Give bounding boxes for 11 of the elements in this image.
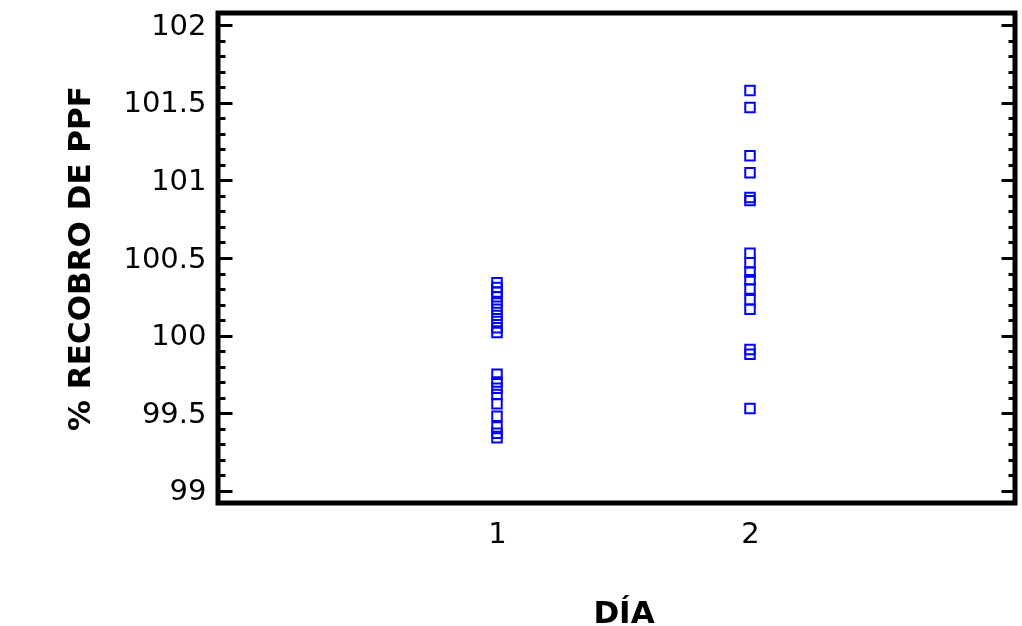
x-tick-label: 2 — [741, 515, 760, 550]
x-tick-label: 1 — [488, 515, 507, 550]
y-tick-label: 101 — [151, 162, 207, 197]
y-tick-label: 99 — [169, 473, 207, 508]
y-tick-label: 100.5 — [123, 240, 207, 275]
y-tick-label: 99.5 — [141, 395, 207, 430]
y-tick-label: 100 — [151, 318, 207, 353]
y-tick-label: 102 — [151, 7, 207, 42]
y-tick-label: 101.5 — [123, 85, 207, 120]
y-axis-title: % RECOBRO DE PPF — [61, 86, 98, 431]
x-axis-title: DÍA — [593, 593, 655, 626]
